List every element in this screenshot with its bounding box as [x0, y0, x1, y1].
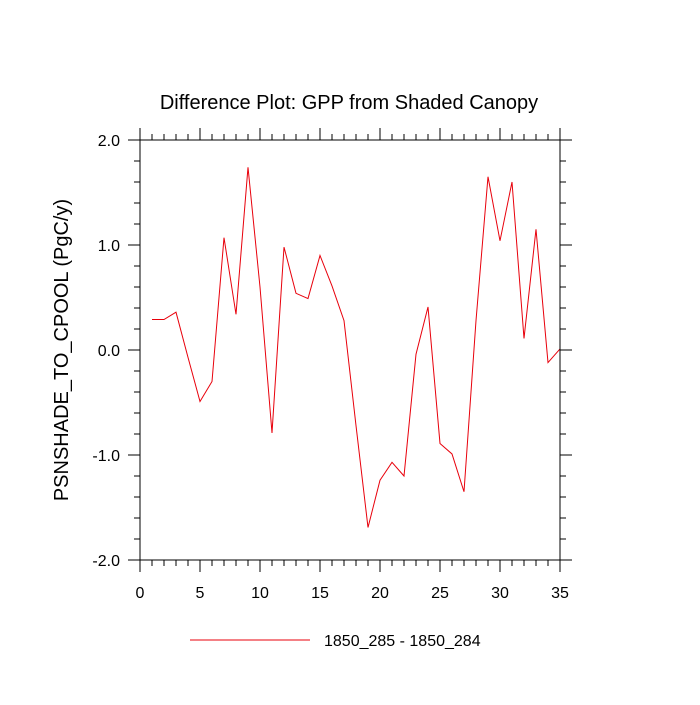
x-tick-label: 25	[431, 585, 449, 602]
y-tick-label: 2.0	[98, 133, 120, 150]
x-tick-label: 35	[551, 585, 569, 602]
x-tick-label: 15	[311, 585, 329, 602]
x-tick-label: 20	[371, 585, 389, 602]
series-line-0	[152, 167, 561, 528]
legend-label: 1850_285 - 1850_284	[324, 633, 481, 650]
minor-ticks	[134, 134, 566, 566]
y-tick-label: -2.0	[92, 553, 120, 570]
x-tick-label: 0	[136, 585, 145, 602]
x-tick-label: 5	[196, 585, 205, 602]
series-group	[152, 167, 561, 528]
y-axis-label: PSNSHADE_TO_CPOOL (PgC/y)	[51, 199, 73, 501]
x-tick-label: 10	[251, 585, 269, 602]
tick-labels: 0 5 10 15 20 25 30 35 -2.0 -1.0 0.0 1.0 2.0	[92, 133, 569, 602]
y-tick-label: 0.0	[98, 343, 120, 360]
legend: 1850_285 - 1850_284	[190, 633, 481, 650]
y-tick-label: 1.0	[98, 238, 120, 255]
y-tick-label: -1.0	[92, 448, 120, 465]
plot-frame	[139, 139, 561, 561]
x-tick-label: 30	[491, 585, 509, 602]
chart-title: Difference Plot: GPP from Shaded Canopy	[160, 92, 538, 114]
major-ticks	[128, 128, 572, 572]
